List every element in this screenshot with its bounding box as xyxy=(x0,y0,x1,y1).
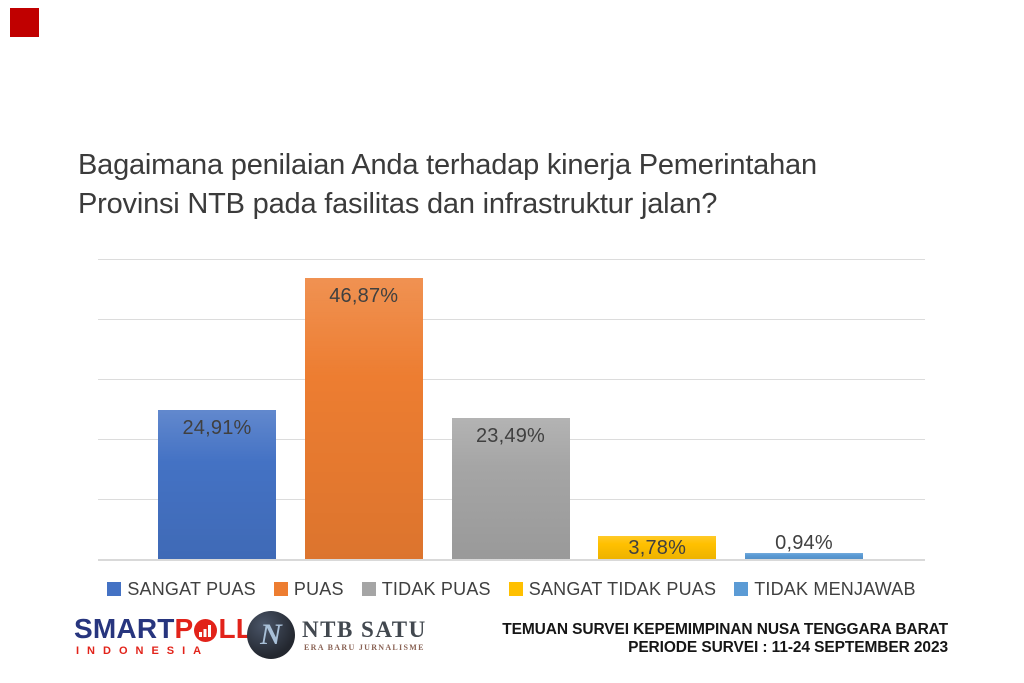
bar-value-label-tidak-puas: 23,49% xyxy=(475,425,546,448)
bar-value-label-sangat-puas: 24,91% xyxy=(182,416,252,439)
smartpoll-logo: SMART P LL INDONESIA xyxy=(74,613,253,658)
gridline-50 xyxy=(98,259,925,260)
legend-item-sangat-puas: SANGAT PUAS xyxy=(107,579,256,600)
bar-value-label-sangat-tidak-puas: 3,78% xyxy=(628,537,687,560)
bar-value-label-tidak-menjawab: 0,94% xyxy=(775,532,833,555)
survey-note-line2: PERIODE SURVEI : 11-24 SEPTEMBER 2023 xyxy=(628,638,948,656)
chart-legend: SANGAT PUAS PUAS TIDAK PUAS SANGAT TIDAK PU… xyxy=(98,578,925,600)
legend-item-tidak-puas: TIDAK PUAS xyxy=(361,578,491,600)
ntbsatu-logo: N NTB SATU ERA BARU JURNALISME xyxy=(247,611,427,659)
legend-label-tidak-menjawab: TIDAK MENJAWAB xyxy=(754,578,916,599)
survey-note: TEMUAN SURVEI KEPEMIMPINAN NUSA TENGGARA… xyxy=(502,621,948,656)
gridline-30 xyxy=(98,379,925,380)
legend-label-sangat-tidak-puas: SANGAT TIDAK PUAS xyxy=(528,578,717,599)
bar-sangat-tidak-puas xyxy=(598,536,717,559)
accent-square xyxy=(10,8,39,37)
page-title: Bagaimana penilaian Anda terhadap kinerj… xyxy=(78,149,817,220)
legend-label-puas: PUAS xyxy=(293,578,344,599)
legend-item-tidak-menjawab: TIDAK MENJAWAB xyxy=(734,579,915,600)
gridline-40 xyxy=(98,319,925,320)
survey-note-line1: TEMUAN SURVEI KEPEMIMPINAN NUSA TENGGARA… xyxy=(502,621,948,638)
ntbsatu-monogram-letter: N xyxy=(260,618,282,651)
ntbsatu-name: NTB SATU xyxy=(302,617,427,642)
legend-swatch-tidak-puas xyxy=(361,582,376,596)
smartpoll-word-p: P xyxy=(174,613,194,644)
smartpoll-word-smart: SMART xyxy=(74,613,175,644)
smartpoll-wordmark: SMART P LL xyxy=(74,613,253,644)
bar-sangat-puas xyxy=(158,409,276,559)
bar-value-label-puas: 46,87% xyxy=(329,284,399,307)
legend-label-sangat-puas: SANGAT PUAS xyxy=(127,578,256,599)
smartpoll-subtitle: INDONESIA xyxy=(76,645,210,657)
legend-swatch-tidak-menjawab xyxy=(734,582,749,596)
bar-chart-plot-area: 24,91% 46,87% 23,49% 3,78% 0,94% xyxy=(98,259,925,561)
bar-tidak-menjawab xyxy=(745,553,863,559)
legend-swatch-sangat-tidak-puas xyxy=(508,582,523,596)
legend-swatch-puas xyxy=(273,582,288,596)
bar-tidak-puas xyxy=(451,418,570,559)
ntbsatu-tagline: ERA BARU JURNALISME xyxy=(304,643,425,652)
legend-item-puas: PUAS xyxy=(273,578,344,600)
legend-swatch-sangat-puas xyxy=(107,582,122,596)
ntbsatu-monogram-icon: N xyxy=(247,611,295,659)
bar-puas xyxy=(304,277,423,559)
bar-chart-circle-icon xyxy=(194,618,218,642)
legend-item-sangat-tidak-puas: SANGAT TIDAK PUAS xyxy=(508,578,717,600)
legend-label-tidak-puas: TIDAK PUAS xyxy=(381,578,491,599)
